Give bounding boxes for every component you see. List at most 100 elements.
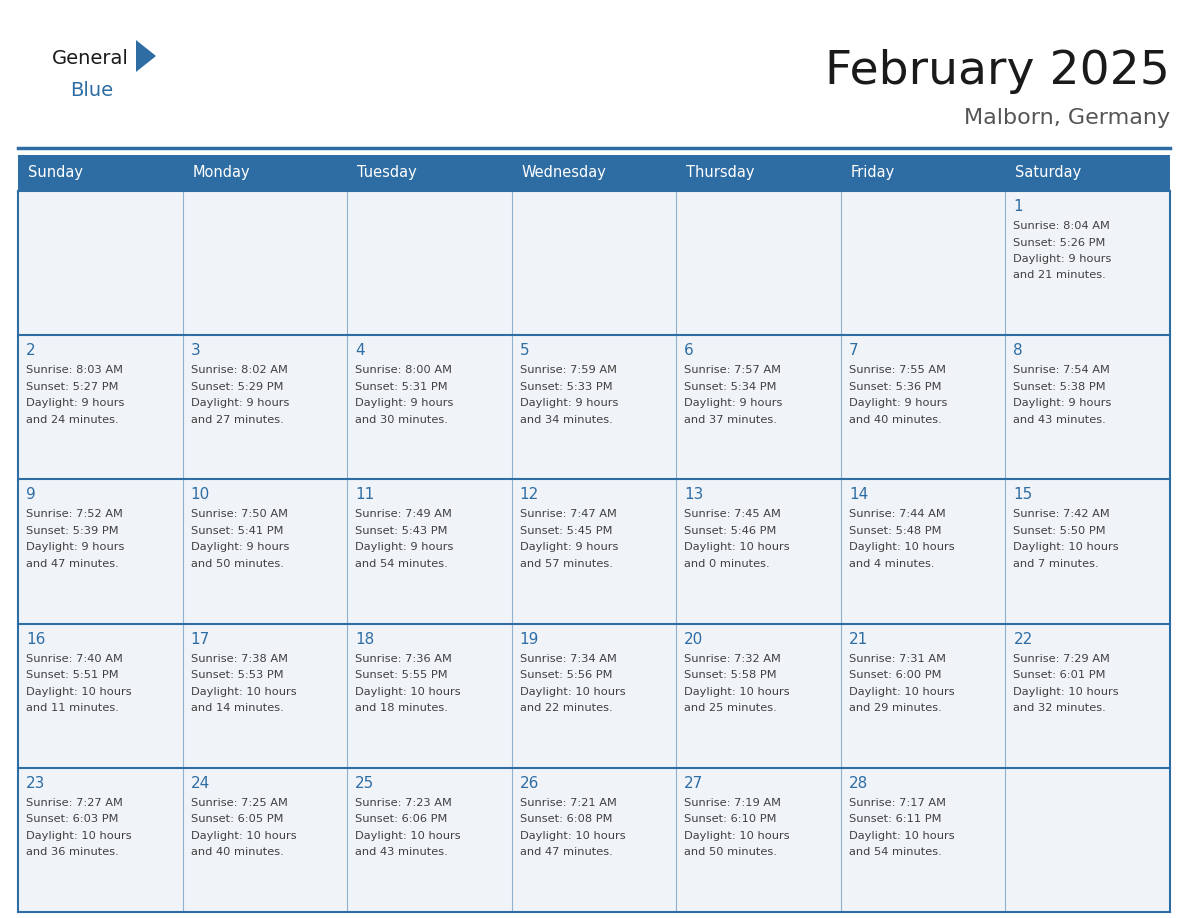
Bar (347, 191, 512, 335)
Text: Sunrise: 7:25 AM: Sunrise: 7:25 AM (190, 798, 287, 808)
Text: Sunrise: 7:21 AM: Sunrise: 7:21 AM (519, 798, 617, 808)
Bar (347, 335, 512, 479)
Text: Daylight: 10 hours: Daylight: 10 hours (684, 687, 790, 697)
Text: and 7 minutes.: and 7 minutes. (1013, 559, 1099, 569)
Text: Saturday: Saturday (1016, 165, 1082, 181)
Text: and 4 minutes.: and 4 minutes. (849, 559, 934, 569)
Text: and 32 minutes.: and 32 minutes. (1013, 703, 1106, 713)
Bar (512, 623, 676, 767)
Text: Sunset: 6:10 PM: Sunset: 6:10 PM (684, 814, 777, 824)
Bar (512, 767, 676, 912)
Text: and 27 minutes.: and 27 minutes. (190, 415, 283, 425)
Text: Daylight: 9 hours: Daylight: 9 hours (355, 543, 454, 553)
Text: Daylight: 9 hours: Daylight: 9 hours (684, 398, 783, 409)
Text: Sunrise: 7:49 AM: Sunrise: 7:49 AM (355, 509, 451, 520)
Bar (1005, 479, 1170, 623)
Text: Sunset: 5:26 PM: Sunset: 5:26 PM (1013, 238, 1106, 248)
Text: Sunset: 5:41 PM: Sunset: 5:41 PM (190, 526, 283, 536)
Text: Sunrise: 8:02 AM: Sunrise: 8:02 AM (190, 365, 287, 375)
Text: Sunset: 5:45 PM: Sunset: 5:45 PM (519, 526, 612, 536)
Text: 17: 17 (190, 632, 210, 646)
Text: and 30 minutes.: and 30 minutes. (355, 415, 448, 425)
Text: Sunset: 6:06 PM: Sunset: 6:06 PM (355, 814, 448, 824)
Text: Sunrise: 7:57 AM: Sunrise: 7:57 AM (684, 365, 782, 375)
Text: Sunrise: 7:40 AM: Sunrise: 7:40 AM (26, 654, 122, 664)
Text: and 18 minutes.: and 18 minutes. (355, 703, 448, 713)
Text: Daylight: 9 hours: Daylight: 9 hours (849, 398, 947, 409)
Text: and 57 minutes.: and 57 minutes. (519, 559, 613, 569)
Text: 15: 15 (1013, 487, 1032, 502)
Text: and 54 minutes.: and 54 minutes. (355, 559, 448, 569)
Text: Tuesday: Tuesday (358, 165, 417, 181)
Text: Sunset: 5:50 PM: Sunset: 5:50 PM (1013, 526, 1106, 536)
Text: Daylight: 10 hours: Daylight: 10 hours (1013, 543, 1119, 553)
Text: Sunrise: 7:38 AM: Sunrise: 7:38 AM (190, 654, 287, 664)
Text: and 47 minutes.: and 47 minutes. (26, 559, 119, 569)
Text: 13: 13 (684, 487, 703, 502)
Bar (183, 191, 347, 335)
Text: Daylight: 10 hours: Daylight: 10 hours (849, 687, 954, 697)
Text: 16: 16 (26, 632, 45, 646)
Text: Sunrise: 7:44 AM: Sunrise: 7:44 AM (849, 509, 946, 520)
Text: Daylight: 9 hours: Daylight: 9 hours (1013, 254, 1112, 264)
Text: Monday: Monday (192, 165, 251, 181)
Text: Sunrise: 7:42 AM: Sunrise: 7:42 AM (1013, 509, 1110, 520)
Text: and 54 minutes.: and 54 minutes. (849, 847, 942, 857)
Text: Sunset: 6:05 PM: Sunset: 6:05 PM (190, 814, 283, 824)
Text: Sunset: 5:36 PM: Sunset: 5:36 PM (849, 382, 941, 392)
Text: 1: 1 (1013, 199, 1023, 214)
Text: Sunset: 5:46 PM: Sunset: 5:46 PM (684, 526, 777, 536)
Bar (347, 767, 512, 912)
Text: Sunrise: 7:31 AM: Sunrise: 7:31 AM (849, 654, 946, 664)
Text: Sunset: 5:33 PM: Sunset: 5:33 PM (519, 382, 612, 392)
Text: Sunrise: 8:03 AM: Sunrise: 8:03 AM (26, 365, 124, 375)
Text: 10: 10 (190, 487, 210, 502)
Text: Sunrise: 7:59 AM: Sunrise: 7:59 AM (519, 365, 617, 375)
Bar (512, 479, 676, 623)
Bar (183, 767, 347, 912)
Text: and 47 minutes.: and 47 minutes. (519, 847, 613, 857)
Text: Sunset: 6:03 PM: Sunset: 6:03 PM (26, 814, 119, 824)
Bar (1005, 335, 1170, 479)
Text: Sunset: 5:31 PM: Sunset: 5:31 PM (355, 382, 448, 392)
Text: Daylight: 10 hours: Daylight: 10 hours (849, 543, 954, 553)
Text: 25: 25 (355, 776, 374, 790)
Text: Sunset: 5:43 PM: Sunset: 5:43 PM (355, 526, 448, 536)
Bar (1005, 191, 1170, 335)
Text: Daylight: 10 hours: Daylight: 10 hours (519, 687, 625, 697)
Text: Sunrise: 7:50 AM: Sunrise: 7:50 AM (190, 509, 287, 520)
Text: 3: 3 (190, 343, 201, 358)
Text: February 2025: February 2025 (826, 50, 1170, 95)
Bar (676, 623, 841, 767)
Text: Sunset: 5:53 PM: Sunset: 5:53 PM (190, 670, 283, 680)
Polygon shape (135, 40, 156, 72)
Text: and 40 minutes.: and 40 minutes. (190, 847, 283, 857)
Text: 24: 24 (190, 776, 210, 790)
Text: and 11 minutes.: and 11 minutes. (26, 703, 119, 713)
Text: Sunrise: 7:34 AM: Sunrise: 7:34 AM (519, 654, 617, 664)
Bar (512, 191, 676, 335)
Text: 20: 20 (684, 632, 703, 646)
Bar (841, 191, 1005, 335)
Text: 9: 9 (26, 487, 36, 502)
Text: Daylight: 10 hours: Daylight: 10 hours (519, 831, 625, 841)
Text: Blue: Blue (70, 81, 113, 99)
Text: 5: 5 (519, 343, 530, 358)
Bar (512, 335, 676, 479)
Bar (1005, 767, 1170, 912)
Text: and 22 minutes.: and 22 minutes. (519, 703, 612, 713)
Text: and 43 minutes.: and 43 minutes. (355, 847, 448, 857)
Text: 27: 27 (684, 776, 703, 790)
Text: Sunset: 5:51 PM: Sunset: 5:51 PM (26, 670, 119, 680)
Text: 26: 26 (519, 776, 539, 790)
Text: Thursday: Thursday (687, 165, 754, 181)
Text: and 21 minutes.: and 21 minutes. (1013, 271, 1106, 281)
Text: and 37 minutes.: and 37 minutes. (684, 415, 777, 425)
Bar (18, 155, 1170, 191)
Text: 14: 14 (849, 487, 868, 502)
Text: Daylight: 9 hours: Daylight: 9 hours (519, 543, 618, 553)
Text: 21: 21 (849, 632, 868, 646)
Text: and 0 minutes.: and 0 minutes. (684, 559, 770, 569)
Text: Sunset: 5:56 PM: Sunset: 5:56 PM (519, 670, 612, 680)
Text: Sunset: 5:39 PM: Sunset: 5:39 PM (26, 526, 119, 536)
